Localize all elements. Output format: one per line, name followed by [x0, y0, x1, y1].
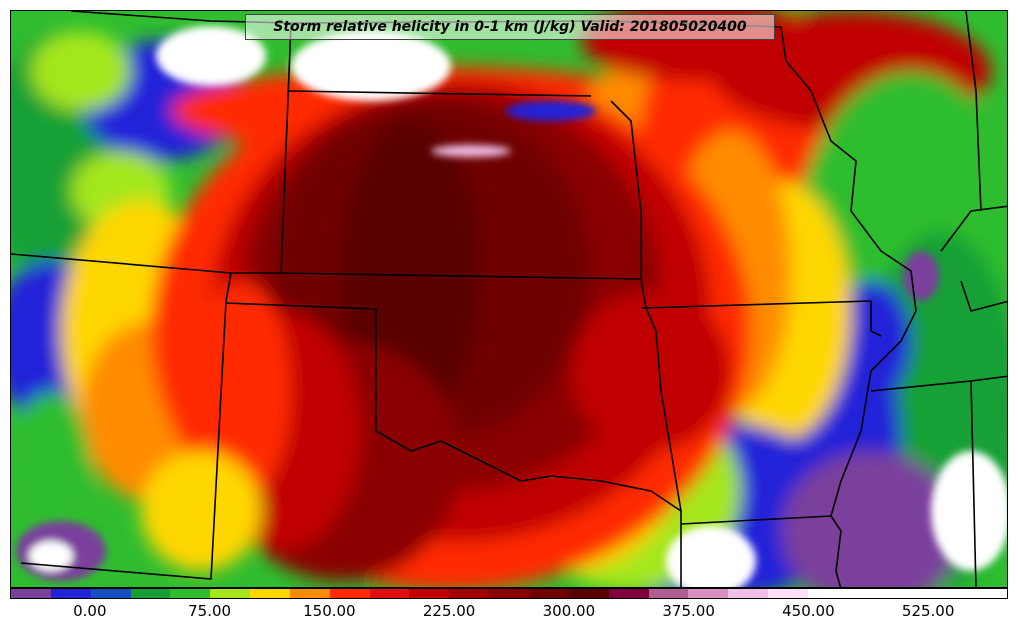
colorbar-segment [807, 589, 848, 598]
colorbar-segment [967, 589, 1008, 598]
colorbar-segment [250, 589, 290, 598]
colorbar-segment [608, 589, 649, 598]
colorbar-segment [728, 589, 769, 598]
colorbar-tick-label: 450.00 [782, 602, 835, 620]
colorbar-segment [887, 589, 928, 598]
colorbar-segment [369, 589, 410, 598]
colorbar-segment [90, 589, 131, 598]
colorbar-segment [568, 589, 609, 598]
colorbar-segment [927, 589, 968, 598]
map-title: Storm relative helicity in 0-1 km (J/kg)… [245, 14, 775, 40]
colorbar-tick-label: 150.00 [303, 602, 356, 620]
colorbar-segment [528, 589, 569, 598]
colorbar-segment [50, 589, 91, 598]
colorbar-segment [768, 589, 808, 598]
colorbar-tick-label: 375.00 [662, 602, 715, 620]
colorbar-segment [11, 589, 51, 598]
colorbar-tick-labels: 0.00 75.00 150.00 225.00 300.00 375.00 450.00 5… [10, 602, 1008, 624]
colorbar-tick-label: 300.00 [542, 602, 596, 620]
colorbar-segment [648, 589, 689, 598]
colorbar-segment [409, 589, 450, 598]
colorbar-tick-label: 0.00 [73, 602, 107, 620]
colorbar-segment [289, 589, 330, 598]
colorbar-tick-label: 75.00 [188, 602, 232, 620]
colorbar-tick-label: 225.00 [422, 602, 476, 620]
helicity-field [11, 11, 1007, 587]
colorbar-segment [210, 589, 251, 598]
colorbar [10, 588, 1008, 599]
colorbar-segment [130, 589, 171, 598]
colorbar-segment [449, 589, 490, 598]
colorbar-segment [170, 589, 211, 598]
colorbar-segment [688, 589, 729, 598]
map-panel [10, 10, 1008, 588]
colorbar-tick-label: 525.00 [901, 602, 955, 620]
colorbar-segment [847, 589, 888, 598]
colorbar-segment [329, 589, 370, 598]
colorbar-segment [489, 589, 529, 598]
